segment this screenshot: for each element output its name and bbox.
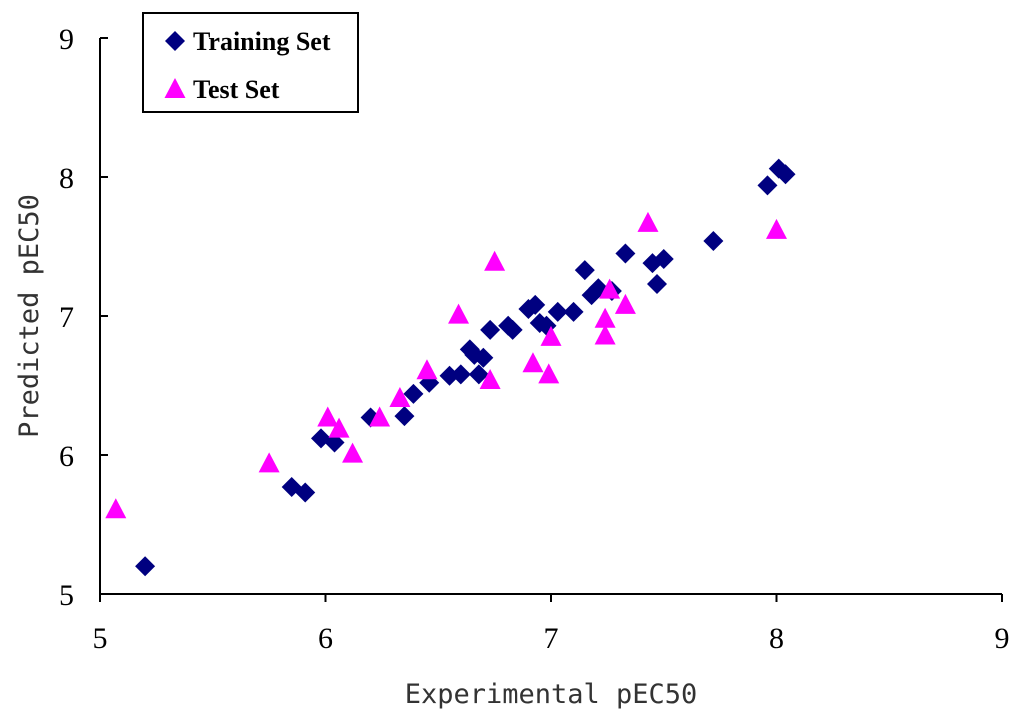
test-point: [594, 307, 616, 328]
test-point: [328, 417, 350, 438]
y-axis-title: Predicted pEC50: [14, 194, 45, 438]
training-point: [295, 482, 316, 503]
test-point: [105, 498, 127, 519]
training-point: [394, 406, 415, 427]
test-point: [614, 293, 636, 314]
x-axis-title: Experimental pEC50: [405, 679, 698, 710]
test-point: [317, 406, 339, 427]
test-point: [484, 250, 506, 271]
legend-label: Test Set: [193, 75, 280, 104]
test-point: [258, 452, 280, 473]
y-tick-label: 9: [59, 23, 74, 56]
y-tick-label: 7: [59, 301, 74, 334]
test-point: [522, 352, 544, 373]
legend-label: Training Set: [193, 27, 331, 56]
test-point: [369, 406, 391, 427]
training-point: [615, 243, 636, 264]
training-point: [135, 556, 156, 577]
legend-marker: [165, 31, 185, 51]
test-point: [594, 324, 616, 345]
tick-labels: 5 6 7 8 9 5 6 7 8 9: [59, 23, 1010, 655]
training-point: [480, 319, 501, 340]
series-training-set: [135, 158, 796, 577]
test-point: [637, 211, 659, 232]
training-point: [403, 383, 424, 404]
training-point: [775, 164, 796, 185]
training-point: [502, 319, 523, 340]
test-point: [342, 442, 364, 463]
training-point: [703, 230, 724, 251]
test-point: [389, 387, 411, 408]
test-point: [479, 368, 501, 389]
x-tick-label: 8: [769, 622, 784, 655]
y-tick-label: 5: [59, 579, 74, 612]
data-points: [105, 158, 796, 577]
x-tick-label: 6: [318, 622, 333, 655]
axes: [99, 38, 1002, 595]
test-point: [540, 325, 562, 346]
test-point: [538, 363, 560, 384]
series-test-set: [105, 211, 787, 519]
training-point: [574, 260, 595, 281]
test-point: [416, 359, 438, 380]
training-point: [547, 301, 568, 322]
x-tick-label: 9: [995, 622, 1010, 655]
training-point: [450, 364, 471, 385]
y-tick-label: 6: [59, 440, 74, 473]
training-point: [525, 294, 546, 315]
ticks: [99, 37, 1003, 602]
test-point: [599, 278, 621, 299]
training-point: [653, 249, 674, 270]
x-tick-label: 5: [93, 622, 108, 655]
test-point: [448, 303, 470, 324]
training-point: [468, 364, 489, 385]
training-point: [646, 274, 667, 295]
test-point: [766, 218, 787, 239]
legend-marker: [164, 78, 186, 98]
training-point: [757, 175, 778, 196]
training-point: [473, 347, 494, 368]
legend: Training Set Test Set: [142, 12, 359, 113]
y-tick-label: 8: [59, 162, 74, 195]
x-tick-label: 7: [544, 622, 559, 655]
training-point: [563, 301, 584, 322]
